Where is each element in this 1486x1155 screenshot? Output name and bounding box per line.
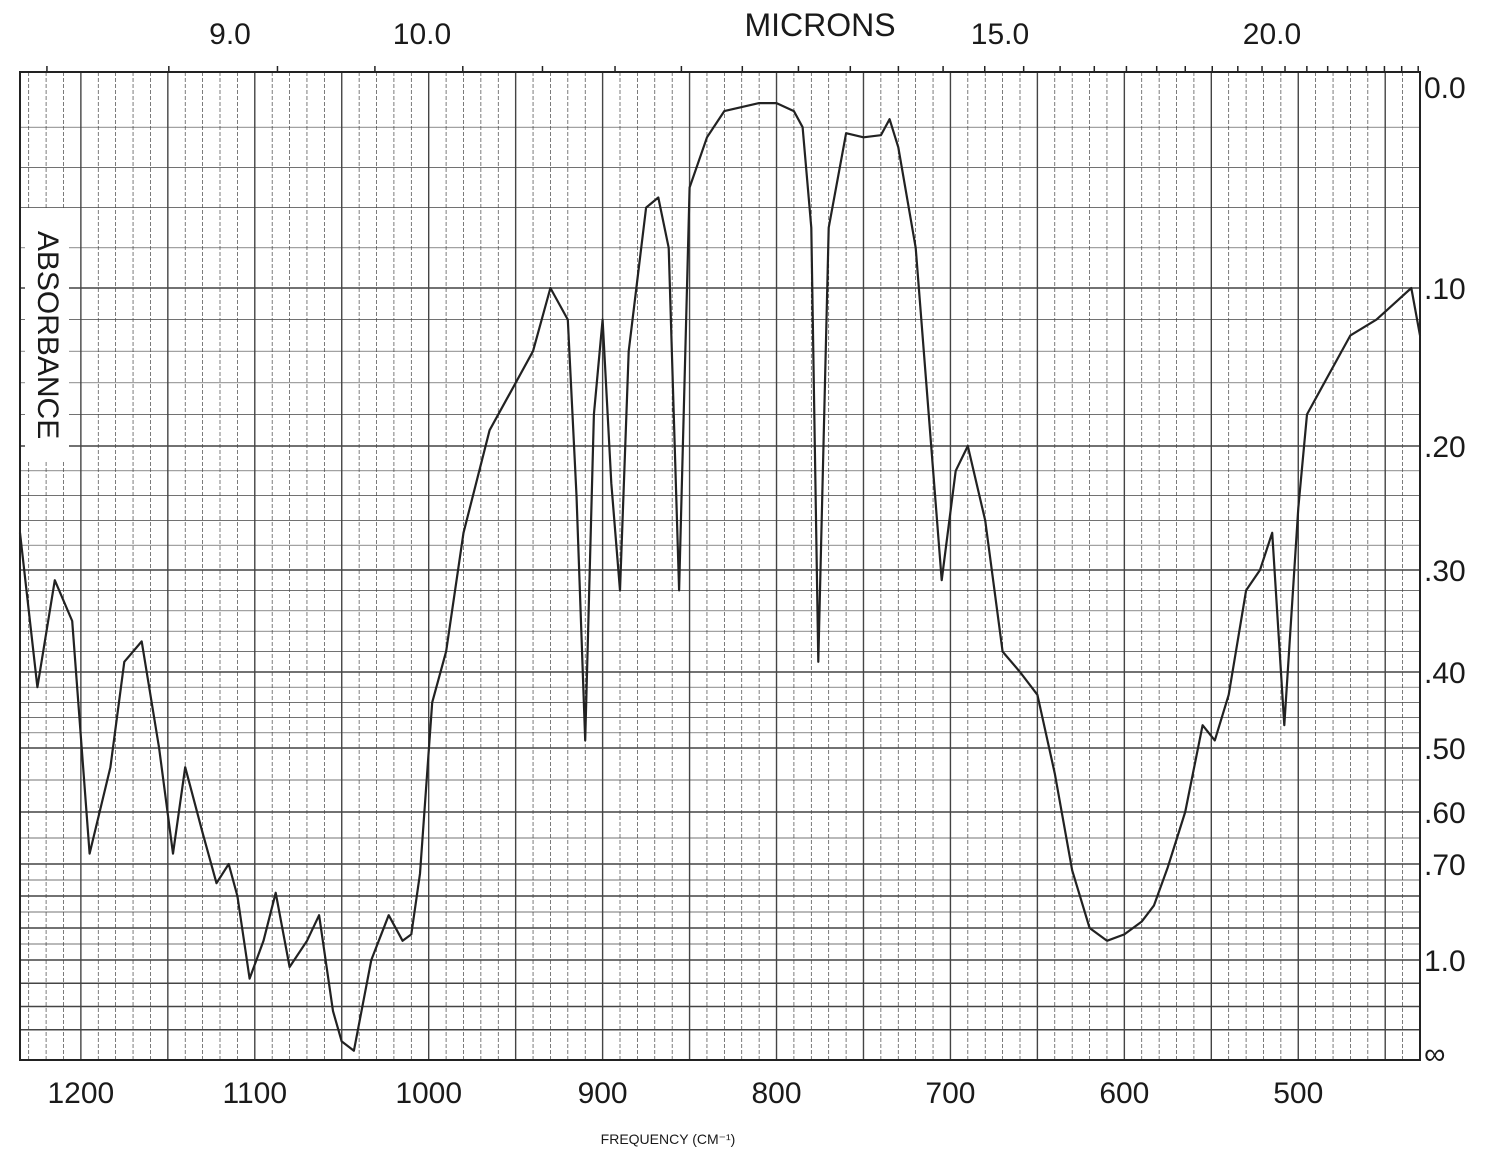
x-axis-tick-label: 900 <box>578 1077 628 1110</box>
y-axis-tick-label: .60 <box>1424 797 1466 830</box>
top-axis-tick-label: 10.0 <box>393 18 451 51</box>
top-axis-tick-labels: 9.0 10.0 15.0 20.0 <box>209 18 1301 51</box>
y-axis-tick-labels: 0.0 .10 .20 .30 .40 .50 .60 .70 1.0 ∞ <box>1424 72 1466 1071</box>
y-axis-tick-label: .10 <box>1424 273 1466 306</box>
y-axis-tick-label: 0.0 <box>1424 72 1466 105</box>
top-axis-tick-label: 9.0 <box>209 18 251 51</box>
spectrum-series <box>18 102 1422 1052</box>
x-axis-tick-label: 1200 <box>47 1077 114 1110</box>
y-axis-title-background <box>25 210 69 460</box>
x-axis-tick-label: 1100 <box>223 1077 288 1110</box>
x-axis-tick-label: 700 <box>925 1077 975 1110</box>
y-axis-tick-label: .70 <box>1424 849 1466 882</box>
chart-grid <box>20 72 1420 1060</box>
x-axis-tick-label: 800 <box>751 1077 801 1110</box>
top-axis-ticks <box>46 66 1419 72</box>
x-axis-tick-label: 600 <box>1099 1077 1149 1110</box>
y-axis-tick-label: .50 <box>1424 733 1466 766</box>
x-axis-tick-label: 1000 <box>395 1077 462 1110</box>
y-axis-tick-label: ∞ <box>1424 1038 1445 1071</box>
plot-frame <box>19 71 1421 1061</box>
plot-border <box>19 71 1421 1061</box>
x-axis-title: FREQUENCY (CM⁻¹) <box>601 1131 736 1147</box>
y-axis-tick-label: .20 <box>1424 431 1466 464</box>
top-axis-title: MICRONS <box>744 7 895 43</box>
top-axis-tick-label: 20.0 <box>1243 18 1301 51</box>
y-axis-title: ABSORBANCE <box>31 231 64 439</box>
y-axis-tick-label: .30 <box>1424 555 1466 588</box>
x-axis-tick-label: 500 <box>1273 1077 1323 1110</box>
top-axis-tick-label: 15.0 <box>971 18 1029 51</box>
x-axis-tick-labels: 1200 1100 1000 900 800 700 600 500 <box>47 1077 1323 1110</box>
y-axis-tick-label: .40 <box>1424 657 1466 690</box>
y-axis-tick-label: 1.0 <box>1424 945 1466 978</box>
absorbance-trace <box>18 102 1422 1052</box>
